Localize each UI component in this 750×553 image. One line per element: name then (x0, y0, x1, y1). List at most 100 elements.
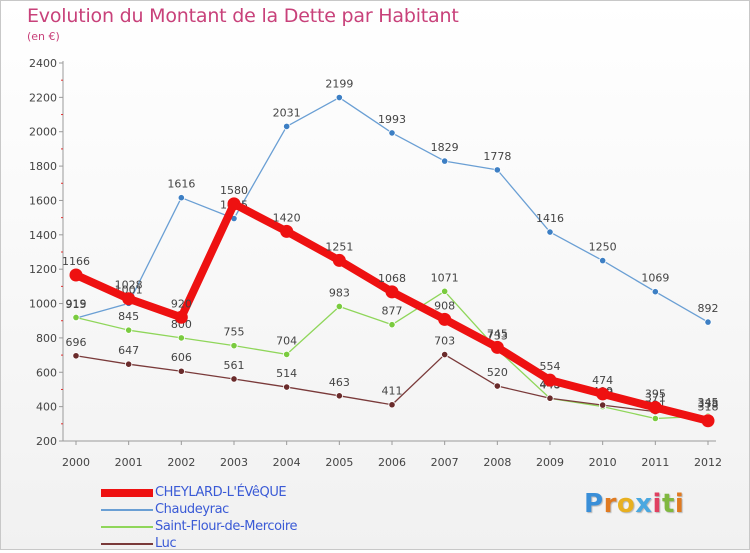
data-label: 1616 (167, 178, 195, 191)
data-label: 1068 (378, 272, 406, 285)
logo-letter: P (584, 489, 604, 519)
data-point (72, 352, 80, 360)
y-tick-label: 600 (36, 366, 57, 379)
data-label: 1166 (62, 255, 90, 268)
data-label: 1993 (378, 113, 406, 126)
data-label: 561 (224, 359, 245, 372)
data-point (546, 228, 554, 236)
chart-title: Evolution du Montant de la Dette par Hab… (27, 5, 459, 27)
data-label: 411 (382, 385, 403, 398)
data-point (441, 350, 449, 359)
y-tick-label: 1800 (29, 160, 57, 173)
data-point (125, 326, 133, 334)
data-point (283, 350, 291, 359)
logo-letter: r (603, 489, 617, 519)
data-label: 892 (698, 302, 719, 315)
legend-swatch (101, 526, 153, 528)
data-point (543, 373, 557, 387)
data-point (493, 166, 501, 174)
logo-letter: t (661, 489, 675, 519)
y-tick-label: 2200 (29, 91, 57, 104)
data-point (283, 122, 291, 131)
data-point (230, 375, 238, 383)
data-point (599, 401, 607, 409)
data-point (122, 292, 136, 306)
data-point (493, 382, 501, 390)
data-point (335, 93, 343, 102)
x-tick-label: 2010 (589, 456, 617, 469)
data-label: 338 (698, 397, 719, 410)
data-point (332, 253, 346, 267)
data-label: 554 (540, 360, 561, 373)
data-point (177, 194, 185, 202)
data-label: 1778 (483, 150, 511, 163)
data-point (441, 157, 449, 165)
data-label: 2031 (273, 106, 301, 119)
data-point (599, 256, 607, 265)
data-label: 1251 (325, 240, 353, 253)
data-label: 745 (487, 327, 508, 340)
y-tick-label: 1400 (29, 229, 57, 242)
chart-subtitle: (en €) (27, 30, 60, 43)
data-point (704, 318, 712, 326)
legend-label: CHEYLARD-L'ÉVêQUE (155, 485, 287, 500)
x-tick-label: 2008 (483, 456, 511, 469)
logo-letter: x (635, 489, 653, 519)
data-label: 1420 (273, 211, 301, 224)
data-point (388, 401, 396, 409)
data-point (174, 310, 188, 324)
data-label: 514 (276, 367, 297, 380)
proxiti-logo: Proxiti (584, 489, 684, 519)
data-point (388, 321, 396, 329)
data-point (72, 313, 80, 322)
data-point (441, 287, 449, 295)
data-label: 318 (698, 401, 719, 414)
x-tick-label: 2007 (431, 456, 459, 469)
data-label: 647 (118, 344, 139, 357)
data-point (227, 197, 241, 211)
data-label: 1580 (220, 184, 248, 197)
legend-label: Saint-Flour-de-Mercoire (155, 519, 298, 534)
y-tick-label: 200 (36, 435, 57, 448)
data-point (177, 334, 185, 342)
data-point (335, 392, 343, 400)
x-tick-label: 2006 (378, 456, 406, 469)
y-tick-label: 1200 (29, 263, 57, 276)
data-label: 1071 (431, 271, 459, 284)
data-label: 703 (434, 335, 455, 348)
data-point (177, 367, 185, 375)
data-label: 983 (329, 286, 350, 299)
data-label: 920 (171, 297, 192, 310)
logo-letter: o (616, 489, 636, 519)
data-label: 474 (592, 374, 613, 387)
x-tick-label: 2001 (115, 456, 143, 469)
x-tick-label: 2004 (273, 456, 301, 469)
data-label: 1028 (115, 279, 143, 292)
data-point (596, 387, 610, 401)
y-tick-label: 400 (36, 401, 57, 414)
x-tick-label: 2009 (536, 456, 564, 469)
data-point (385, 285, 399, 299)
data-point (69, 268, 83, 282)
data-label: 908 (434, 299, 455, 312)
data-point (283, 383, 291, 391)
data-point (490, 340, 504, 354)
legend-label: Luc (155, 536, 177, 551)
data-label: 1416 (536, 212, 564, 225)
data-label: 395 (645, 387, 666, 400)
data-label: 606 (171, 351, 192, 364)
data-label: 696 (66, 336, 87, 349)
x-tick-label: 2005 (325, 456, 353, 469)
data-point (438, 312, 452, 326)
data-label: 2199 (325, 78, 353, 91)
x-tick-label: 2002 (167, 456, 195, 469)
data-point (648, 400, 662, 414)
x-tick-label: 2000 (62, 456, 90, 469)
legend-swatch (101, 489, 153, 497)
data-point (701, 414, 715, 428)
data-point (651, 288, 659, 296)
legend-swatch (101, 543, 153, 545)
data-label: 463 (329, 376, 350, 389)
data-label: 755 (224, 326, 245, 339)
data-label: 800 (171, 318, 192, 331)
